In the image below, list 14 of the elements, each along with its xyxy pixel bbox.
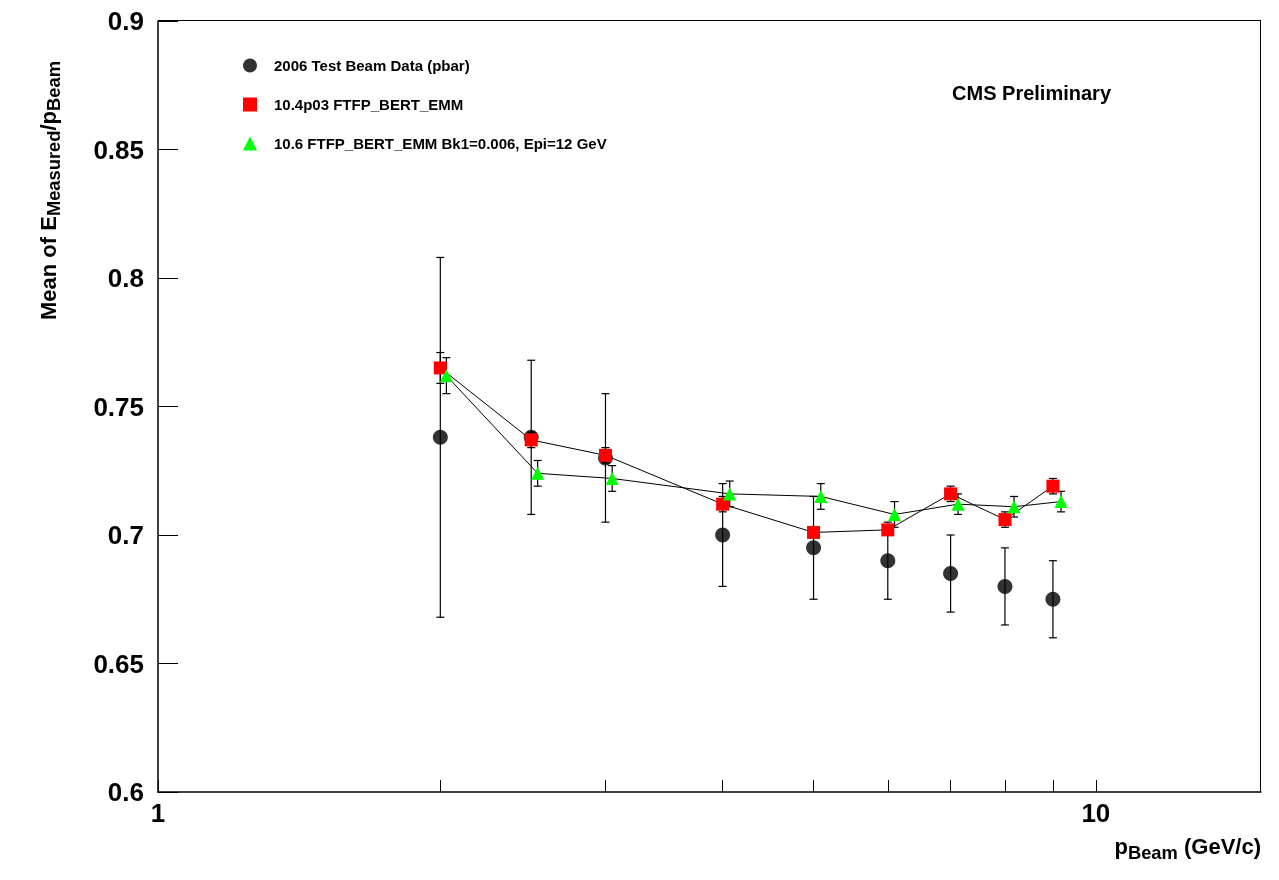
y-tick-label: 0.6 (107, 777, 144, 807)
x-tick-label: 10 (1081, 798, 1111, 828)
annotation: CMS Preliminary (952, 82, 1112, 104)
x-axis-title: p$_{Beam}$ (GeV/c) (1114, 834, 1261, 865)
y-tick-label: 0.7 (107, 520, 144, 550)
legend-label: 10.6 FTFP_BERT_EMM Bk1=0.006, Epi=12 GeV (274, 135, 607, 152)
y-tick-label: 0.85 (93, 134, 144, 165)
y-tick-label: 0.9 (107, 6, 144, 36)
y-tick-label: 0.75 (93, 391, 144, 422)
legend-label: 10.4p03 FTFP_BERT_EMM (274, 96, 464, 113)
legend-label: 2006 Test Beam Data (pbar) (274, 57, 470, 74)
y-tick-label: 0.8 (107, 263, 144, 293)
y-tick-label: 0.65 (93, 648, 144, 679)
x-tick-label: 1 (150, 798, 166, 828)
